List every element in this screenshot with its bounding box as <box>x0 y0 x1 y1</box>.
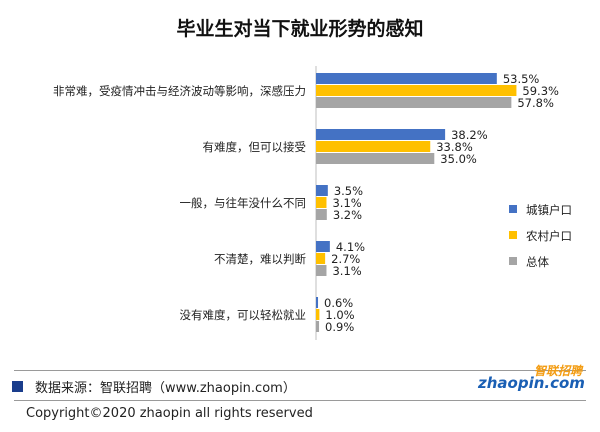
category-label: 没有难度，可以轻松就业 <box>180 308 307 322</box>
bar-1-3 <box>316 185 328 196</box>
value-label: 0.9% <box>325 320 354 334</box>
bar-3-3 <box>316 209 327 220</box>
value-label: 0.6% <box>324 296 353 310</box>
bar-2-5 <box>316 309 320 320</box>
bar-3-1 <box>316 97 512 108</box>
footer-divider-top <box>14 370 586 371</box>
zhaopin-logo: 智联招聘 zhaopin.com <box>478 362 588 402</box>
chart-title: 毕业生对当下就业形势的感知 <box>176 18 424 40</box>
legend-label: 农村户口 <box>526 229 572 243</box>
bars-layer <box>316 73 517 332</box>
value-label: 3.1% <box>332 264 361 278</box>
category-label: 不清楚，难以判断 <box>214 252 306 266</box>
value-label: 35.0% <box>440 152 477 166</box>
value-label: 38.2% <box>451 128 488 142</box>
legend-label: 总体 <box>526 255 549 269</box>
copyright-text: Copyright©2020 zhaopin all rights reserv… <box>26 406 313 421</box>
value-label: 3.5% <box>334 184 363 198</box>
value-label: 59.3% <box>522 84 559 98</box>
category-label: 一般，与往年没什么不同 <box>180 196 307 210</box>
bar-3-4 <box>316 265 327 276</box>
labels-layer: 非常难，受疫情冲击与经济波动等影响，深感压力 53.5%59.3%57.8% 有难度… <box>53 72 559 334</box>
source-square-icon <box>12 381 23 392</box>
logo-top-text: 智联招聘 <box>533 364 582 378</box>
bar-1-4 <box>316 241 330 252</box>
bar-2-1 <box>316 85 517 96</box>
value-label: 3.2% <box>333 208 362 222</box>
logo-main-text: zhaopin.com <box>478 374 585 392</box>
value-label: 2.7% <box>331 252 360 266</box>
data-source-text: 数据来源：智联招聘（www.zhaopin.com） <box>35 381 296 396</box>
value-label: 57.8% <box>517 96 554 110</box>
value-label: 33.8% <box>436 140 473 154</box>
bar-chart: 非常难，受疫情冲击与经济波动等影响，深感压力 53.5%59.3%57.8% 有难度… <box>53 66 572 340</box>
bar-3-2 <box>316 153 435 164</box>
value-label: 53.5% <box>503 72 540 86</box>
value-label: 4.1% <box>336 240 365 254</box>
category-label: 非常难，受疫情冲击与经济波动等影响，深感压力 <box>53 84 306 98</box>
legend-swatch <box>509 257 517 265</box>
bar-2-4 <box>316 253 326 264</box>
category-label: 有难度，但可以接受 <box>203 140 307 154</box>
bar-1-5 <box>316 297 319 308</box>
legend-label: 城镇户口 <box>526 203 572 217</box>
data-source: 数据来源：智联招聘（www.zhaopin.com） <box>12 377 296 396</box>
bar-1-2 <box>316 129 446 140</box>
bar-1-1 <box>316 73 497 84</box>
bar-2-3 <box>316 197 327 208</box>
bar-2-2 <box>316 141 431 152</box>
legend-swatch <box>509 231 517 239</box>
value-label: 3.1% <box>332 196 361 210</box>
legend-swatch <box>509 205 517 213</box>
footer-divider-bottom <box>14 400 586 401</box>
value-label: 1.0% <box>325 308 354 322</box>
bar-3-5 <box>316 321 320 332</box>
